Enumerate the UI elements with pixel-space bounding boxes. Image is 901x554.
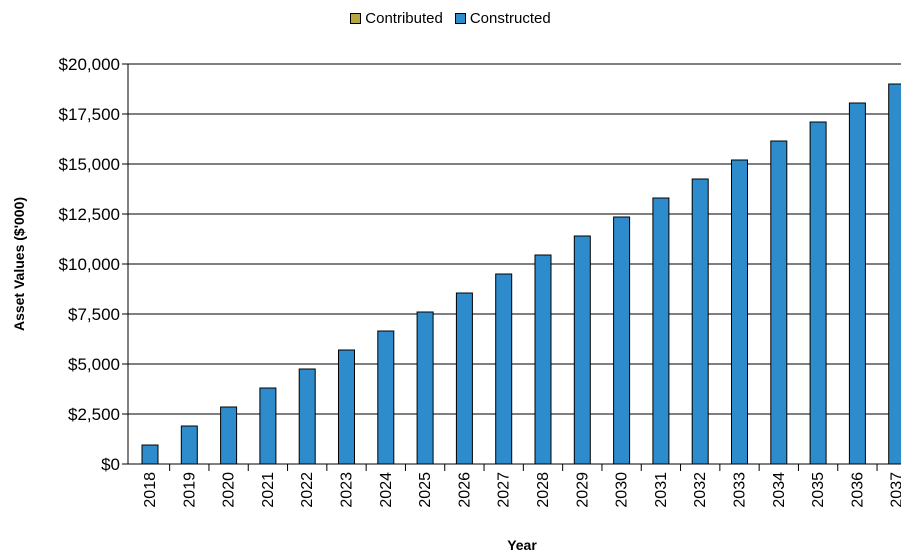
x-tick-label: 2019 [181, 472, 198, 508]
x-tick-label: 2023 [339, 472, 356, 508]
bar-constructed-2020[interactable] [220, 406, 238, 465]
x-tick-label: 2021 [260, 472, 277, 508]
legend-swatch-contributed [350, 13, 362, 24]
y-tick-label: $15,000 [59, 155, 120, 174]
bar-constructed-2032[interactable] [691, 178, 709, 465]
legend-swatch-constructed [454, 13, 466, 24]
x-tick-label: 2032 [692, 472, 709, 508]
x-tick-label: 2024 [378, 472, 395, 508]
y-tick-label: $0 [101, 455, 120, 474]
legend-label-contributed: Contributed [365, 10, 443, 27]
bar-constructed-2025[interactable] [416, 311, 434, 465]
y-tick-label: $7,500 [68, 305, 120, 324]
x-tick-label: 2029 [574, 472, 591, 508]
x-tick-label: 2022 [299, 472, 316, 508]
x-tick-label: 2037 [889, 472, 901, 508]
bar-constructed-2027[interactable] [495, 273, 513, 465]
bar-constructed-2024[interactable] [377, 330, 395, 465]
legend-item-contributed[interactable]: Contributed [350, 10, 443, 27]
x-tick-label: 2026 [456, 472, 473, 508]
y-tick-labels: $0 $2,500 $5,000 $7,500 $10,000 $12,500 $15,00… [59, 55, 120, 474]
x-tick-labels: 2018 2019 2020 2021 2022 2023 2024 2025 2026 2027… [142, 472, 901, 508]
legend-item-constructed[interactable]: Constructed [454, 10, 551, 27]
bar-constructed-2037[interactable] [888, 83, 901, 465]
x-tick-label: 2036 [849, 472, 866, 508]
x-tick-label: 2031 [653, 472, 670, 508]
legend: Contributed Constructed [0, 10, 901, 27]
y-tick-label: $10,000 [59, 255, 120, 274]
y-tick-label: $5,000 [68, 355, 120, 374]
legend-label-constructed: Constructed [469, 10, 551, 27]
bar-constructed-2029[interactable] [573, 235, 591, 465]
bars [141, 83, 901, 465]
x-tick-label: 2028 [535, 472, 552, 508]
bar-constructed-2033[interactable] [731, 159, 748, 465]
y-tick-label: $12,500 [59, 205, 120, 224]
y-tick-label: $17,500 [59, 105, 120, 124]
bar-constructed-2021[interactable] [259, 387, 277, 465]
y-axis-title: Asset Values ($'000) [11, 197, 27, 331]
bar-constructed-2019[interactable] [180, 425, 198, 465]
x-tick-label: 2027 [496, 472, 513, 508]
x-axis-title: Year [507, 537, 537, 553]
x-tick-label: 2018 [142, 472, 159, 508]
bar-constructed-2028[interactable] [534, 254, 552, 465]
x-tick-label: 2033 [732, 472, 749, 508]
bar-constructed-2018[interactable] [141, 444, 159, 465]
bar-constructed-2023[interactable] [338, 349, 355, 465]
x-tick-label: 2020 [221, 472, 238, 508]
bar-constructed-2036[interactable] [848, 102, 866, 465]
axes [127, 64, 901, 471]
bar-constructed-2022[interactable] [298, 368, 316, 465]
bar-constructed-2026[interactable] [455, 292, 473, 465]
x-tick-label: 2025 [417, 472, 434, 508]
bar-constructed-2034[interactable] [770, 140, 788, 465]
x-tick-label: 2034 [771, 472, 788, 508]
x-tick-label: 2030 [614, 472, 631, 508]
bar-constructed-2030[interactable] [613, 216, 631, 465]
y-tick-label: $2,500 [68, 405, 120, 424]
bar-constructed-2035[interactable] [809, 121, 827, 465]
y-tick-label: $20,000 [59, 55, 120, 74]
bar-constructed-2031[interactable] [652, 197, 670, 465]
x-tick-label: 2035 [810, 472, 827, 508]
